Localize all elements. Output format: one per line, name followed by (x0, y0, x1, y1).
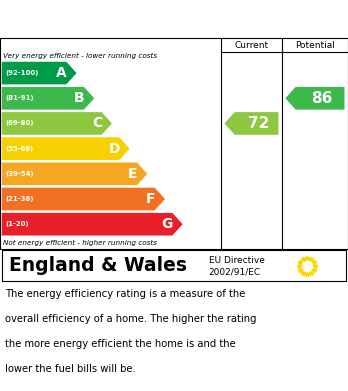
Text: E: E (128, 167, 138, 181)
Text: (39-54): (39-54) (5, 171, 34, 177)
Text: Very energy efficient - lower running costs: Very energy efficient - lower running co… (3, 53, 158, 59)
Text: (92-100): (92-100) (5, 70, 39, 76)
Text: (21-38): (21-38) (5, 196, 34, 202)
Polygon shape (2, 87, 94, 109)
Polygon shape (2, 62, 77, 84)
Text: the more energy efficient the home is and the: the more energy efficient the home is an… (5, 339, 236, 349)
Polygon shape (2, 213, 183, 235)
Text: 2002/91/EC: 2002/91/EC (209, 267, 261, 276)
Text: Potential: Potential (295, 41, 335, 50)
Text: (1-20): (1-20) (5, 221, 29, 227)
Text: A: A (56, 66, 67, 80)
Text: (55-68): (55-68) (5, 145, 33, 152)
Text: C: C (92, 117, 102, 131)
Polygon shape (2, 112, 112, 135)
Text: (81-91): (81-91) (5, 95, 34, 101)
Polygon shape (2, 188, 165, 210)
Polygon shape (285, 87, 345, 109)
Text: D: D (109, 142, 120, 156)
Text: (69-80): (69-80) (5, 120, 34, 126)
Text: England & Wales: England & Wales (9, 256, 187, 275)
Polygon shape (224, 112, 278, 135)
Polygon shape (2, 137, 129, 160)
Text: The energy efficiency rating is a measure of the: The energy efficiency rating is a measur… (5, 289, 246, 299)
Text: Not energy efficient - higher running costs: Not energy efficient - higher running co… (3, 240, 158, 246)
Text: lower the fuel bills will be.: lower the fuel bills will be. (5, 364, 136, 374)
Text: B: B (74, 91, 85, 105)
Text: 72: 72 (248, 116, 269, 131)
Text: Current: Current (234, 41, 269, 50)
Text: overall efficiency of a home. The higher the rating: overall efficiency of a home. The higher… (5, 314, 257, 324)
Text: EU Directive: EU Directive (209, 256, 265, 265)
Text: 86: 86 (311, 91, 333, 106)
Text: G: G (162, 217, 173, 231)
Text: F: F (146, 192, 155, 206)
Text: Energy Efficiency Rating: Energy Efficiency Rating (5, 12, 226, 27)
Polygon shape (2, 163, 147, 185)
